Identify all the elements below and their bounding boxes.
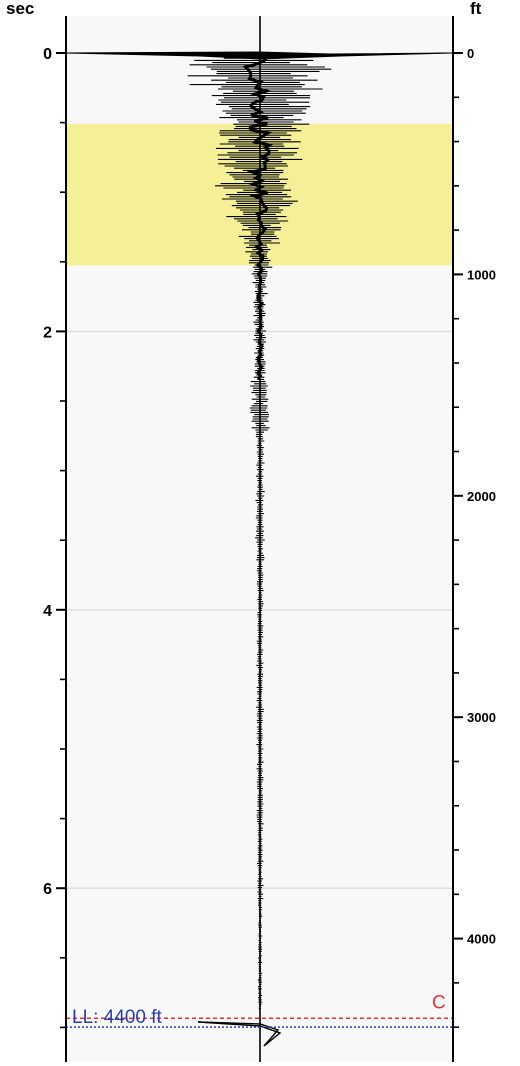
annotation-lines: [66, 1017, 453, 1028]
seismic-trace: [65, 16, 454, 1062]
trace-end-pulse: [197, 1021, 282, 1047]
left-tick-label: 2: [43, 324, 52, 341]
annotation-labels: LL: 4400 ft C: [72, 992, 446, 1028]
left-tick-label: 0: [43, 46, 52, 63]
right-tick-label: 1000: [467, 267, 496, 282]
left-axis-unit-label: sec: [6, 0, 34, 18]
left-tick-label: 6: [43, 881, 52, 898]
annotation-label-1: C: [432, 992, 446, 1013]
left-tick-label: 4: [43, 603, 52, 620]
right-tick-label: 0: [467, 46, 474, 61]
right-tick-label: 2000: [467, 489, 496, 504]
trace-core: [242, 53, 274, 380]
right-axis-unit-label: ft: [470, 0, 482, 18]
left-axis: 0 2 4 6: [43, 16, 67, 1062]
trace-first-break: [65, 51, 454, 60]
right-tick-label: 4000: [467, 932, 496, 947]
right-axis: 0 1000 2000 3000 4000: [452, 16, 496, 1062]
annotation-label-0: LL: 4400 ft: [72, 1007, 163, 1028]
right-tick-label: 3000: [467, 710, 496, 725]
